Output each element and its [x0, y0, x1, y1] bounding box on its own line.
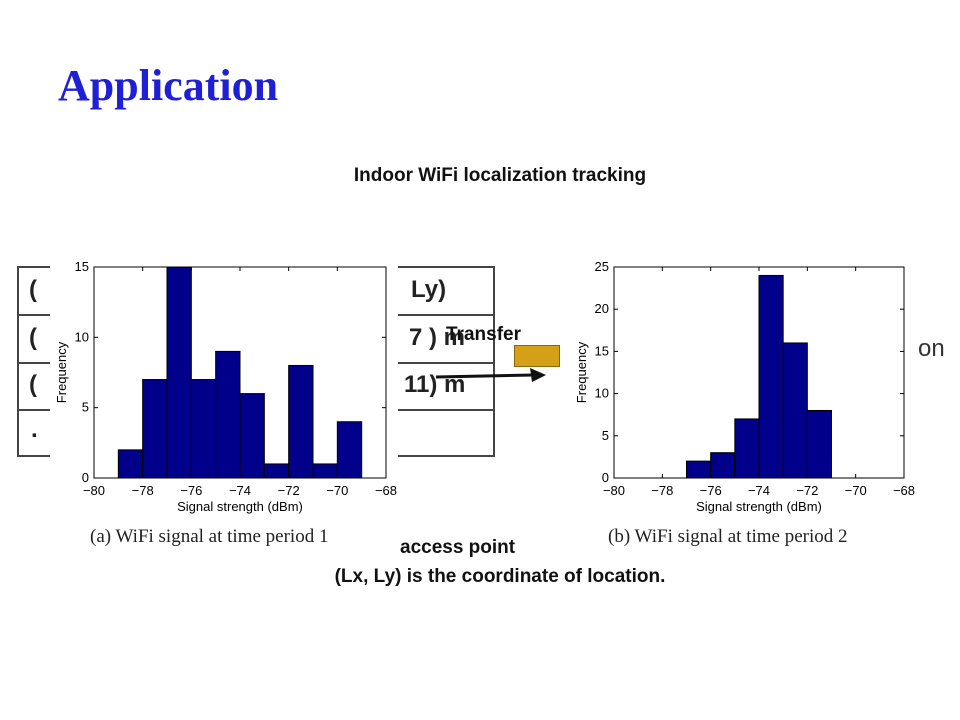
- x-tick-label: −70: [845, 483, 867, 498]
- table-cell: (: [29, 324, 37, 351]
- y-tick-label: 25: [595, 259, 609, 274]
- chart-caption-a: (a) WiFi signal at time period 1: [90, 526, 329, 547]
- y-tick-label: 10: [595, 386, 609, 401]
- histogram-bar: [758, 274, 784, 479]
- histogram-panel-a: −80 −78 −76 −74 −72 −70 −68 0 5 10 15 Signal streng…: [50, 255, 398, 517]
- table-cell: (: [29, 276, 37, 303]
- y-tick-label: 5: [602, 428, 609, 443]
- histogram-bar: [806, 409, 832, 479]
- y-tick-label: 20: [595, 301, 609, 316]
- x-tick-label: −80: [83, 483, 105, 498]
- histogram-bar: [263, 463, 290, 479]
- histogram-bar: [336, 421, 363, 479]
- transfer-label: Transfer: [446, 324, 521, 345]
- histogram-panel-b: −80 −78 −76 −74 −72 −70 −68 0 5 10 15 20 25 Signal st…: [568, 255, 918, 517]
- y-tick-label: 5: [82, 400, 89, 415]
- x-tick-label: −78: [132, 483, 154, 498]
- transfer-arrow-icon: [435, 368, 546, 382]
- slide-subtitle: Indoor WiFi localization tracking: [353, 165, 647, 186]
- y-tick-label: 0: [602, 470, 609, 485]
- x-axis-label: Signal strength (dBm): [696, 499, 822, 514]
- y-axis-label: Frequency: [574, 341, 589, 403]
- histogram-bar: [142, 379, 168, 479]
- histogram-bar: [734, 418, 760, 479]
- clipped-text: on: [918, 335, 945, 362]
- x-tick-label: −68: [375, 483, 397, 498]
- x-tick-label: −68: [893, 483, 915, 498]
- histogram-bar: [117, 449, 144, 479]
- histogram-b: −80 −78 −76 −74 −72 −70 −68 0 5 10 15 20 25 Signal st…: [574, 259, 915, 514]
- y-tick-label: 15: [595, 343, 609, 358]
- x-tick-label: −76: [700, 483, 722, 498]
- histogram-bar: [215, 350, 241, 479]
- chart-caption-b: (b) WiFi signal at time period 2: [608, 526, 848, 547]
- histogram-bar: [239, 393, 265, 479]
- y-axis-label: Frequency: [54, 341, 69, 403]
- histogram-bar: [686, 460, 712, 479]
- histogram-bar: [190, 379, 217, 479]
- histogram-bar: [710, 452, 736, 479]
- x-axis-label: Signal strength (dBm): [177, 499, 303, 514]
- y-tick-label: 10: [75, 329, 89, 344]
- x-tick-label: −70: [326, 483, 348, 498]
- footer-line-1: access point: [400, 537, 516, 558]
- x-tick-label: −76: [180, 483, 202, 498]
- table-cell: (: [29, 371, 37, 398]
- y-tick-label: 15: [75, 259, 89, 274]
- x-tick-label: −80: [603, 483, 625, 498]
- table-cell: Ly): [411, 276, 447, 303]
- transfer-block: [514, 345, 560, 367]
- table-cell: 7 ) m: [409, 324, 466, 351]
- x-tick-label: −74: [748, 483, 770, 498]
- x-tick-label: −72: [796, 483, 818, 498]
- x-tick-label: −74: [229, 483, 251, 498]
- histogram-a: −80 −78 −76 −74 −72 −70 −68 0 5 10 15 Signal streng…: [54, 259, 397, 514]
- footer-line-2: (Lx, Ly) is the coordinate of location.: [334, 566, 666, 587]
- table-cell: .: [31, 416, 38, 443]
- x-tick-label: −78: [651, 483, 673, 498]
- histogram-bar: [312, 463, 338, 479]
- y-tick-label: 0: [82, 470, 89, 485]
- histogram-bar: [288, 364, 314, 479]
- slide-title: Application: [58, 61, 279, 110]
- x-tick-label: −72: [278, 483, 300, 498]
- histogram-bar: [166, 266, 192, 479]
- histogram-bar: [782, 342, 808, 479]
